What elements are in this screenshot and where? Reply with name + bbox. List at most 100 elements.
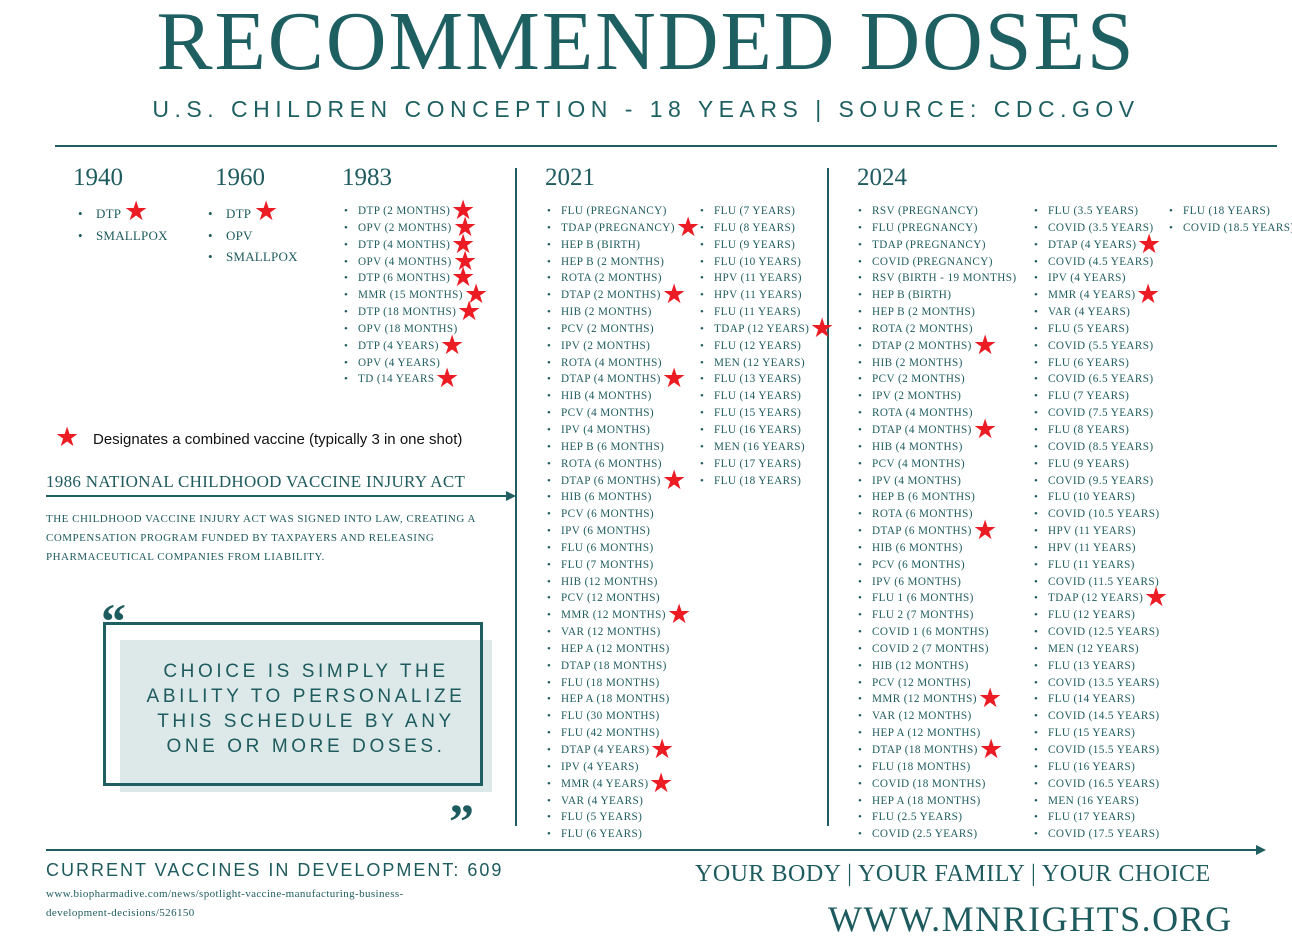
dose-label: COVID (2.5 YEARS) bbox=[872, 828, 978, 841]
schedule-2024-col2: FLU (3.5 YEARS)COVID (3.5 YEARS)DTAP (4 … bbox=[1034, 203, 1168, 843]
quote-box-background bbox=[120, 640, 492, 792]
dose-label: FLU (6 YEARS) bbox=[561, 828, 643, 841]
dose-item: HEP B (6 MONTHS) bbox=[547, 439, 675, 456]
dose-label: HEP B (2 MONTHS) bbox=[561, 255, 665, 268]
dose-item: SMALLPOX bbox=[78, 225, 168, 247]
dose-item: PCV (6 MONTHS) bbox=[547, 506, 675, 523]
dose-label: FLU (42 MONTHS) bbox=[561, 727, 660, 740]
dose-label: DTAP (4 MONTHS) bbox=[561, 373, 661, 386]
combined-star-icon: ★ bbox=[810, 312, 835, 344]
dose-item: HIB (2 MONTHS) bbox=[547, 304, 675, 321]
dose-label: FLU (7 YEARS) bbox=[1048, 390, 1130, 403]
dose-label: OPV (2 MONTHS) bbox=[358, 221, 452, 234]
vaccines-in-development: CURRENT VACCINES IN DEVELOPMENT: 609 bbox=[46, 860, 504, 880]
dose-label: MMR (4 YEARS) bbox=[1048, 289, 1136, 302]
dose-label: FLU (6 MONTHS) bbox=[561, 541, 654, 554]
dose-label: FLU (16 YEARS) bbox=[714, 423, 802, 436]
dose-item: VAR (12 MONTHS) bbox=[547, 624, 675, 641]
dose-label: COVID (8.5 YEARS) bbox=[1048, 440, 1154, 453]
dose-item: DTP (18 MONTHS)★ bbox=[344, 298, 481, 325]
dose-label: FLU (18 YEARS) bbox=[714, 474, 802, 487]
dose-item: OPV (4 YEARS) bbox=[344, 355, 463, 372]
dose-label: HEP B (2 MONTHS) bbox=[872, 306, 976, 319]
dose-item: FLU (6 MONTHS) bbox=[547, 540, 675, 557]
dose-item: HPV (11 YEARS) bbox=[700, 270, 809, 287]
dose-item: MEN (16 YEARS) bbox=[700, 439, 809, 456]
dose-item: FLU 1 (6 MONTHS) bbox=[858, 590, 1016, 607]
dose-label: COVID (12.5 YEARS) bbox=[1048, 626, 1160, 639]
dose-label: FLU (2.5 YEARS) bbox=[872, 811, 963, 824]
dose-item: VAR (4 YEARS) bbox=[547, 793, 675, 810]
dose-item: COVID (7.5 YEARS) bbox=[1034, 405, 1160, 422]
dose-label: FLU (6 YEARS) bbox=[1048, 356, 1130, 369]
close-quote-icon: ” bbox=[449, 793, 474, 849]
dose-label: PCV (12 MONTHS) bbox=[561, 592, 661, 605]
dose-label: FLU (11 YEARS) bbox=[1048, 558, 1135, 571]
dose-item: HPV (11 YEARS) bbox=[1034, 523, 1160, 540]
dose-label: HEP B (BIRTH) bbox=[872, 289, 952, 302]
dose-item: COVID (PREGNANCY) bbox=[858, 254, 1016, 271]
dose-label: DTP (6 MONTHS) bbox=[358, 272, 451, 285]
dose-label: HEP A (12 MONTHS) bbox=[561, 642, 670, 655]
dose-label: RSV (BIRTH - 19 MONTHS) bbox=[872, 272, 1017, 285]
dose-label: COVID (17.5 YEARS) bbox=[1048, 828, 1160, 841]
dose-item: HIB (4 MONTHS) bbox=[858, 439, 1016, 456]
dose-label: FLU (18 YEARS) bbox=[1183, 205, 1271, 217]
dose-item: DTAP (18 MONTHS)★ bbox=[858, 736, 1016, 763]
dose-label: HIB (6 MONTHS) bbox=[561, 491, 652, 504]
combined-star-icon: ★ bbox=[124, 196, 149, 227]
dose-item: ROTA (4 MONTHS) bbox=[547, 355, 675, 372]
dose-label: COVID (14.5 YEARS) bbox=[1048, 710, 1160, 723]
dose-label: MEN (12 YEARS) bbox=[1048, 642, 1139, 655]
dose-item: HIB (12 MONTHS) bbox=[547, 574, 675, 591]
dose-label: MMR (12 MONTHS) bbox=[872, 693, 977, 706]
dose-item: COVID (13.5 YEARS) bbox=[1034, 675, 1160, 692]
dose-item: FLU (18 YEARS) bbox=[1169, 203, 1292, 220]
dose-item: COVID (4.5 YEARS) bbox=[1034, 254, 1160, 271]
source-url-line-1: www.biopharmadive.com/news/spotlight-vac… bbox=[46, 888, 404, 900]
dose-label: ROTA (4 MONTHS) bbox=[561, 356, 662, 369]
combined-star-icon: ★ bbox=[254, 196, 279, 227]
dose-item: HEP B (BIRTH) bbox=[547, 237, 675, 254]
dose-label: DTAP (2 MONTHS) bbox=[872, 339, 972, 352]
slogan: YOUR BODY | YOUR FAMILY | YOUR CHOICE bbox=[695, 861, 1211, 887]
dose-item: DTP★ bbox=[208, 198, 298, 225]
dose-label: OPV (4 YEARS) bbox=[358, 356, 441, 369]
dose-label: MEN (16 YEARS) bbox=[714, 440, 805, 453]
source-url-line-2: development-decisions/526150 bbox=[46, 907, 195, 919]
dose-label: DTP (18 MONTHS) bbox=[358, 306, 457, 319]
dose-label: MMR (12 MONTHS) bbox=[561, 609, 666, 622]
dose-item: OPV (2 MONTHS)★ bbox=[344, 214, 477, 241]
dose-label: VAR (4 YEARS) bbox=[561, 794, 644, 807]
quote-line-1: CHOICE IS SIMPLY THE bbox=[163, 661, 449, 682]
dose-label: DTP (4 MONTHS) bbox=[358, 238, 451, 251]
dose-label: PCV (6 MONTHS) bbox=[561, 508, 655, 521]
dose-label: FLU (13 YEARS) bbox=[1048, 659, 1136, 672]
dose-item: FLU (17 YEARS) bbox=[700, 456, 809, 473]
dose-item: MMR (4 YEARS)★ bbox=[547, 770, 675, 797]
dose-item: FLU (7 YEARS) bbox=[700, 203, 809, 220]
dose-item: COVID 2 (7 MONTHS) bbox=[858, 641, 1016, 658]
schedule-1940: DTP★SMALLPOX bbox=[78, 198, 168, 247]
dose-item: HEP B (2 MONTHS) bbox=[547, 254, 675, 271]
dose-item: HIB (2 MONTHS) bbox=[858, 355, 1016, 372]
dose-label: FLU (18 MONTHS) bbox=[561, 676, 660, 689]
dose-label: VAR (4 YEARS) bbox=[1048, 306, 1131, 319]
dose-label: DTAP (4 YEARS) bbox=[561, 744, 650, 756]
dose-label: PCV (2 MONTHS) bbox=[872, 373, 966, 386]
divider-2024 bbox=[827, 168, 829, 826]
dose-label: HPV (11 YEARS) bbox=[714, 272, 802, 285]
dose-item: MMR (15 MONTHS)★ bbox=[344, 281, 488, 308]
act-description: THE CHILDHOOD VACCINE INJURY ACT WAS SIG… bbox=[46, 513, 476, 563]
dose-item: FLU (16 YEARS) bbox=[1034, 759, 1160, 776]
dose-item: COVID (17.5 YEARS) bbox=[1034, 826, 1160, 843]
dose-item: IPV (2 MONTHS) bbox=[858, 388, 1016, 405]
dose-item: IPV (6 MONTHS) bbox=[547, 523, 675, 540]
dose-label: COVID (6.5 YEARS) bbox=[1048, 373, 1154, 386]
dose-label: DTAP (2 MONTHS) bbox=[561, 289, 661, 302]
dose-item: DTAP (6 MONTHS)★ bbox=[547, 467, 686, 494]
dose-item: HEP B (2 MONTHS) bbox=[858, 304, 1016, 321]
dose-item: FLU (3.5 YEARS) bbox=[1034, 203, 1160, 220]
dose-label: RSV (PREGNANCY) bbox=[872, 205, 979, 217]
dose-label: SMALLPOX bbox=[226, 249, 298, 264]
